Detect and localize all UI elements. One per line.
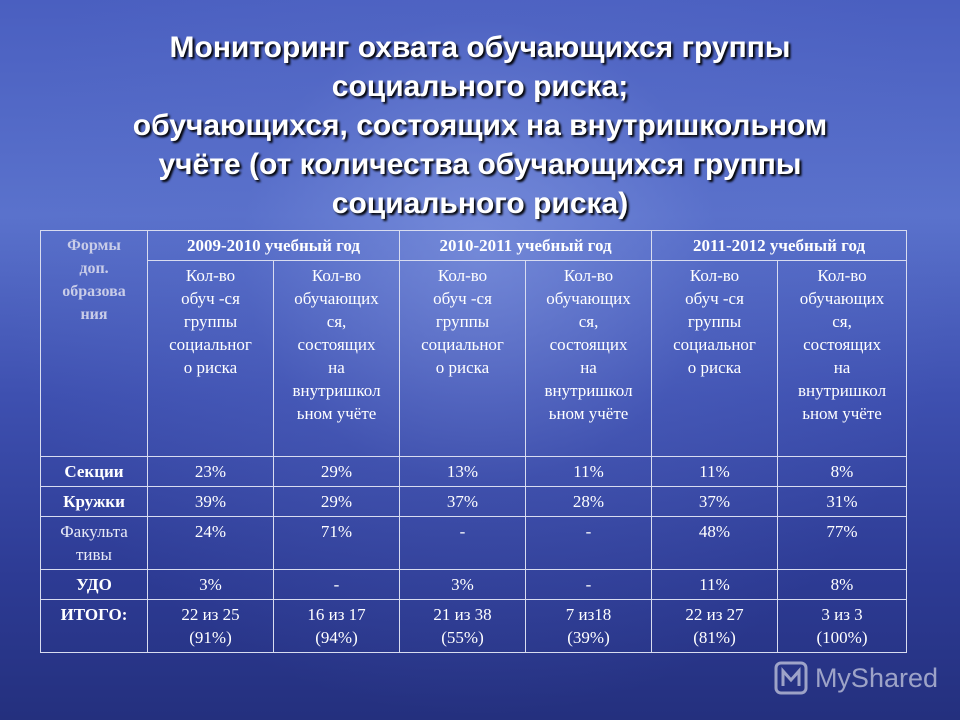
year-header: 2009-2010 учебный год <box>146 230 401 261</box>
myshared-logo-icon <box>774 661 808 695</box>
sub-header: Кол-во обуч -ся группы социальног о риска <box>147 260 274 457</box>
sub-header: Кол-во обуч -ся группы социальног о риска <box>399 260 527 457</box>
sub-header: Кол-во обучающих ся, состоящих на внутришкол ь… <box>272 260 401 457</box>
table-cell: 8% <box>777 569 908 600</box>
table-cell: 22 из 25 (91%) <box>147 599 274 653</box>
row-label: Факульта тивы <box>40 516 148 570</box>
table-cell: 31% <box>777 486 908 517</box>
title-line: обучающихся, состоящих на внутришкольном <box>132 109 828 142</box>
table-cell: - <box>399 516 527 570</box>
table-cell: 16 из 17 (94%) <box>272 599 401 653</box>
watermark: MyShared <box>773 658 938 698</box>
title-line: социального риска; <box>331 70 629 103</box>
table-cell: 37% <box>399 486 527 517</box>
table-cell: 37% <box>651 486 779 517</box>
table-cell: 3% <box>147 569 274 600</box>
monitoring-table: Формы доп. образова ния 2009-2010 учебный г… <box>40 230 908 653</box>
table-cell: - <box>272 569 401 600</box>
table-cell: 71% <box>272 516 401 570</box>
table-cell: 13% <box>399 456 527 487</box>
table-cell: 48% <box>651 516 779 570</box>
table-cell: 39% <box>147 486 274 517</box>
table-cell: 29% <box>272 456 401 487</box>
sub-header: Кол-во обучающих ся, состоящих на внутришкол ь… <box>777 260 908 457</box>
corner-header: Формы доп. образова ния <box>40 230 148 457</box>
table-cell: 21 из 38 (55%) <box>399 599 527 653</box>
table-cell: 23% <box>147 456 274 487</box>
table-cell: 11% <box>525 456 653 487</box>
table-cell: 11% <box>651 456 779 487</box>
watermark-text: MyShared <box>814 662 938 693</box>
table-cell: 7 из18 (39%) <box>525 599 653 653</box>
row-label: Секции <box>40 456 148 487</box>
table-cell: 29% <box>272 486 401 517</box>
year-header: 2010-2011 учебный год <box>399 230 653 261</box>
slide-title: Мониторинг охвата обучающихся группы соц… <box>0 28 960 223</box>
table-cell: - <box>525 516 653 570</box>
table-cell: 22 из 27 (81%) <box>651 599 779 653</box>
row-label: УДО <box>40 569 148 600</box>
title-line: социального риска) <box>331 187 629 220</box>
row-label: Кружки <box>40 486 148 517</box>
row-label: ИТОГО: <box>40 599 148 653</box>
year-header: 2011-2012 учебный год <box>651 230 908 261</box>
title-line: учёте (от количества обучающихся группы <box>158 148 802 181</box>
table-cell: 8% <box>777 456 908 487</box>
table-cell: 24% <box>147 516 274 570</box>
table-cell: 28% <box>525 486 653 517</box>
sub-header: Кол-во обучающих ся, состоящих на внутришкол ь… <box>525 260 653 457</box>
table-cell: 11% <box>651 569 779 600</box>
title-line: Мониторинг охвата обучающихся группы <box>169 31 791 64</box>
table-cell: - <box>525 569 653 600</box>
table-cell: 77% <box>777 516 908 570</box>
table-cell: 3 из 3 (100%) <box>777 599 908 653</box>
sub-header: Кол-во обуч -ся группы социальног о риска <box>651 260 779 457</box>
table-cell: 3% <box>399 569 527 600</box>
